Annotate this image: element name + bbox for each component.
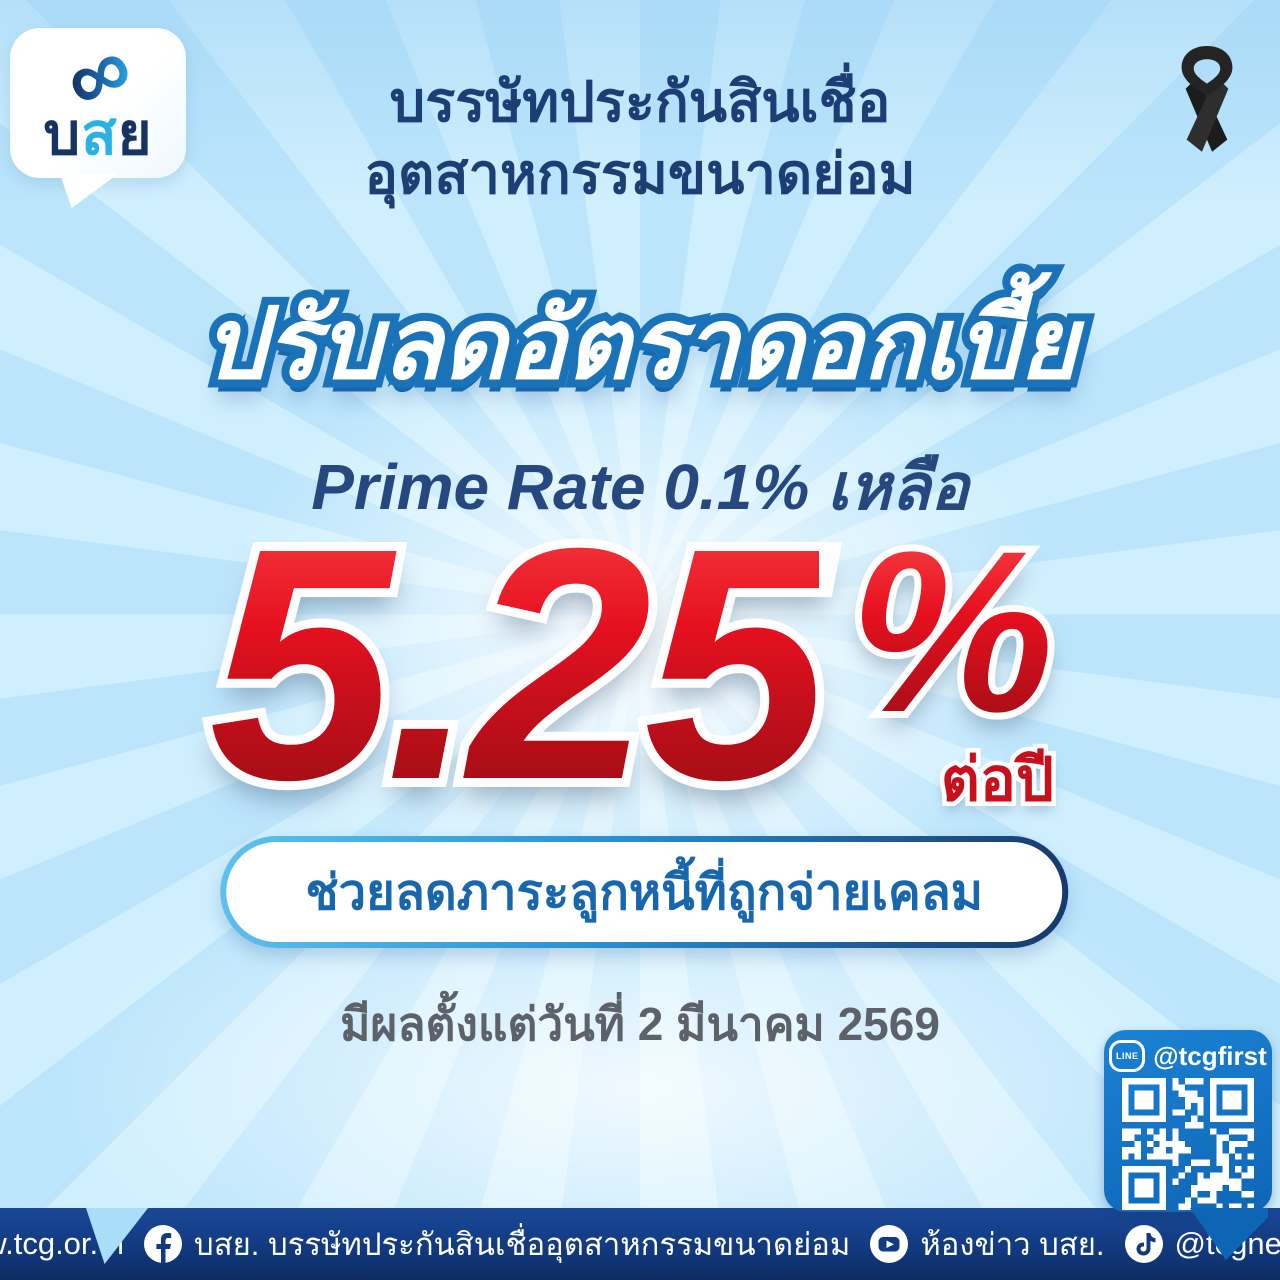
percent-fill: % <box>849 503 1054 760</box>
headline-outline: ปรับลดอัตราดอกเบี้ย <box>195 280 1086 407</box>
tcg-logo: ∞ บสย <box>10 15 186 208</box>
line-qr-card[interactable]: LINE @tcgfirst <box>1104 1030 1272 1212</box>
black-ribbon-icon <box>1181 46 1233 152</box>
footer-facebook[interactable]: บสย. บรรษัทประกันสินเชื่ออุตสาหกรรมขนาดย… <box>144 1219 850 1269</box>
headline: ปรับลดอัตราดอกเบี้ย ปรับลดอัตราดอกเบี้ย <box>195 280 1086 407</box>
line-handle: @tcgfirst <box>1153 1040 1267 1071</box>
org-name: บรรษัทประกันสินเชื่อ อุตสาหกรรมขนาดย่อม <box>170 66 1110 209</box>
footer-bar: www.tcg.or.th บสย. บรรษัทประกันสินเชื่ออ… <box>0 1208 1280 1280</box>
facebook-icon <box>144 1225 183 1263</box>
rate-per-unit: ต่อปี ต่อปี <box>936 745 1058 814</box>
logo-char: บ <box>43 102 82 167</box>
logo-char: ย <box>117 102 153 167</box>
logo-wordmark: บสย <box>10 106 186 164</box>
effective-date: มีผลตั้งแต่วันที่ 2 มีนาคม 2569 <box>340 998 940 1050</box>
qr-code[interactable] <box>1122 1078 1254 1210</box>
org-name-line1: บรรษัทประกันสินเชื่อ <box>389 70 891 133</box>
rate-value-outline: 5.25 <box>200 479 836 848</box>
rate-value-fill: 5.25 <box>209 479 827 848</box>
per-unit-fill: ต่อปี <box>940 746 1054 813</box>
benefit-pill-label: ช่วยลดภาระลูกหนี้ที่ถูกจ่ายเคลม <box>226 842 1063 942</box>
per-unit-outline: ต่อปี <box>936 745 1058 814</box>
youtube-icon <box>870 1225 909 1263</box>
logo-bubble-tail <box>60 174 118 208</box>
benefit-pill: ช่วยลดภาระลูกหนี้ที่ถูกจ่ายเคลม <box>220 836 1069 948</box>
org-name-line2: อุตสาหกรรมขนาดย่อม <box>364 141 916 205</box>
tiktok-icon <box>1124 1225 1163 1263</box>
rate-value: 5.25 5.25 <box>200 479 836 848</box>
footer-youtube-label: ห้องข่าว บสย. <box>920 1227 1105 1262</box>
logo-char: ส <box>81 102 118 167</box>
subheadline: Prime Rate 0.1% เหลือ <box>311 451 969 523</box>
rate-display: 5.25 5.25 % % ต่อปี ต่อปี <box>200 479 1061 848</box>
footer-tiktok[interactable]: @tcgnewsroom <box>1124 1225 1280 1263</box>
footer-youtube[interactable]: ห้องข่าว บสย. <box>870 1219 1105 1269</box>
rate-percent-sign: % % <box>842 503 1060 760</box>
percent-outline: % <box>842 503 1060 760</box>
footer-facebook-label: บสย. บรรษัทประกันสินเชื่ออุตสาหกรรมขนาดย… <box>194 1227 851 1262</box>
headline-fill: ปรับลดอัตราดอกเบี้ย <box>202 288 1078 399</box>
line-icon: LINE <box>1109 1040 1146 1072</box>
